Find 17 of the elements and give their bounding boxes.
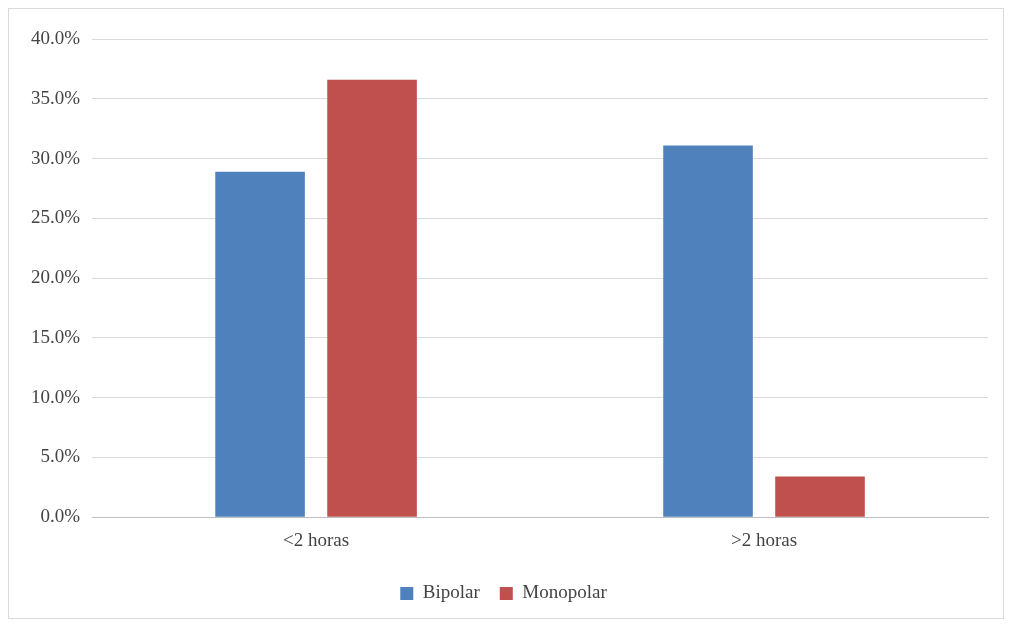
y-tick-label: 25.0% xyxy=(31,206,81,228)
y-tick-label: 5.0% xyxy=(40,445,81,467)
bar xyxy=(327,79,417,517)
y-tick-label: 30.0% xyxy=(31,146,81,168)
bar xyxy=(663,145,753,517)
y-tick-label: 20.0% xyxy=(31,266,81,288)
legend-label: Bipolar xyxy=(422,581,481,603)
legend-label: Monopolar xyxy=(522,581,608,603)
y-tick-label: 35.0% xyxy=(31,86,81,108)
y-tick-label: 15.0% xyxy=(31,325,81,347)
y-tick-label: 0.0% xyxy=(40,505,81,527)
x-tick-label: <2 horas xyxy=(283,528,350,550)
bar xyxy=(215,171,305,517)
y-tick-label: 40.0% xyxy=(31,26,81,48)
y-tick-label: 10.0% xyxy=(31,385,81,407)
bar xyxy=(775,476,865,517)
x-tick-label: >2 horas xyxy=(730,528,798,550)
